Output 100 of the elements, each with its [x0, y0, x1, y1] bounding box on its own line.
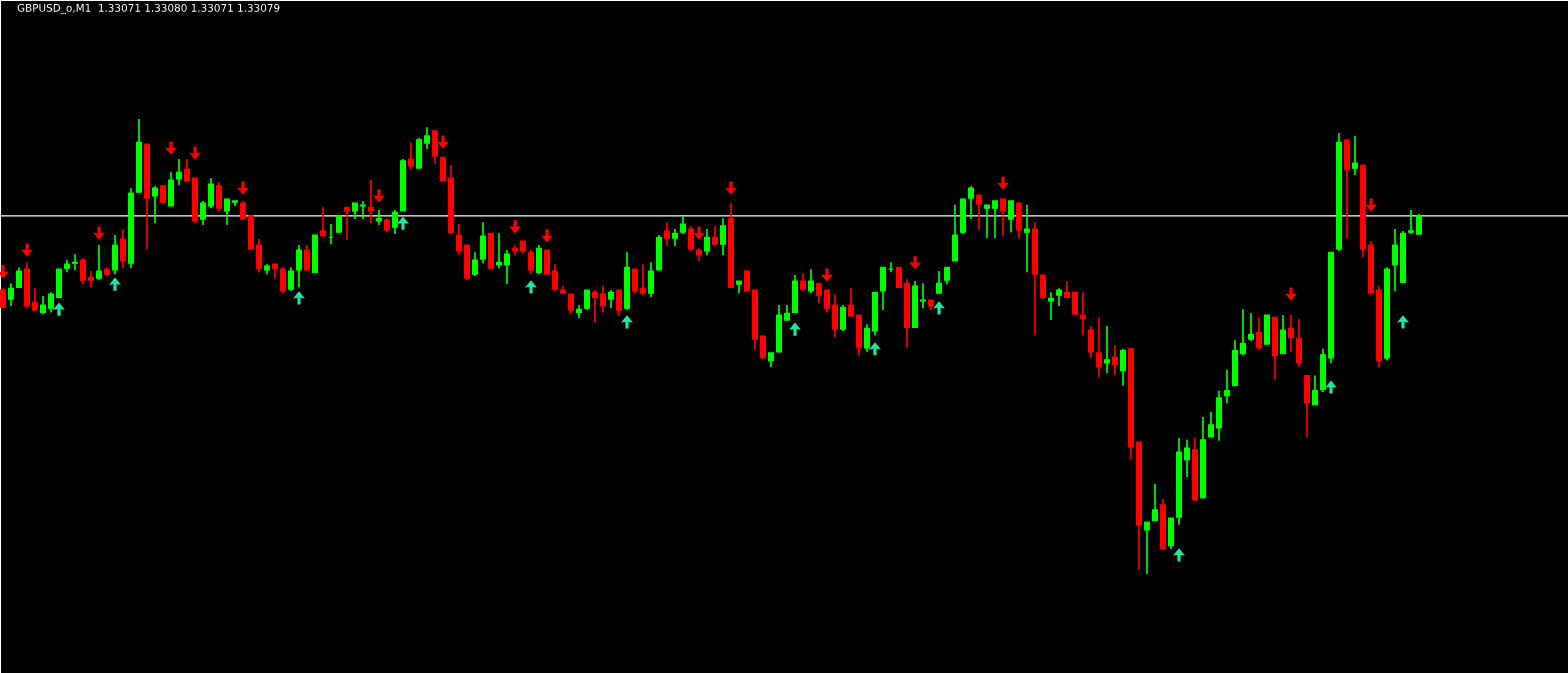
candlestick — [320, 206, 326, 237]
candlestick — [224, 198, 230, 226]
point — [1365, 198, 1377, 212]
candlestick — [80, 257, 86, 286]
candlestick — [552, 263, 558, 292]
candlestick — [1184, 438, 1190, 478]
point — [1397, 315, 1409, 329]
point — [869, 342, 881, 356]
point — [621, 315, 633, 329]
candlestick — [424, 126, 430, 150]
candlestick — [704, 228, 710, 256]
point — [1173, 548, 1185, 562]
candlestick — [408, 141, 414, 171]
candlestick — [216, 181, 222, 212]
candlestick — [584, 289, 590, 311]
candlestick — [1120, 347, 1126, 387]
candlestick — [392, 209, 398, 235]
candlestick — [1256, 316, 1262, 351]
candlestick — [824, 289, 830, 314]
candlestick — [1240, 308, 1246, 357]
candlestick — [208, 177, 214, 210]
candlestick — [1104, 325, 1110, 374]
candlestick — [920, 282, 926, 310]
candlestick — [1288, 314, 1294, 353]
candlestick — [32, 287, 38, 311]
candlestick — [160, 185, 166, 205]
candlestick — [296, 244, 302, 289]
candlestick — [760, 335, 766, 359]
candlestick — [504, 249, 510, 286]
candlestick — [808, 268, 814, 295]
candlestick — [456, 223, 462, 256]
candlestick — [344, 206, 350, 241]
candlestick — [1008, 200, 1014, 234]
chart-title: GBPUSD_o,M1 1.33071 1.33080 1.33071 1.33079 — [17, 3, 280, 15]
candlestick — [992, 200, 998, 240]
candlestick — [984, 204, 990, 240]
point — [397, 216, 409, 230]
candlestick — [1000, 198, 1006, 237]
candlestick — [528, 249, 534, 275]
candlestick — [680, 215, 686, 235]
point — [53, 302, 65, 316]
candlestick — [440, 156, 446, 182]
point — [189, 146, 201, 160]
point — [93, 226, 105, 240]
point — [821, 268, 833, 282]
point — [1325, 380, 1337, 394]
point — [437, 135, 449, 149]
candlestick — [480, 221, 486, 265]
candlestick — [848, 287, 854, 317]
candlestick — [16, 266, 22, 289]
candlestick — [240, 200, 246, 220]
candlestick — [592, 289, 598, 324]
candlestick — [496, 232, 502, 270]
candlestick — [1312, 374, 1318, 406]
candlestick — [616, 289, 622, 317]
point — [109, 277, 121, 291]
candlestick — [1040, 274, 1046, 301]
candlestick — [1408, 209, 1414, 235]
candlestick — [1248, 312, 1254, 342]
candlestick — [360, 200, 366, 220]
point — [789, 322, 801, 336]
point — [293, 291, 305, 305]
point — [725, 181, 737, 195]
candlestick — [72, 253, 78, 271]
candlestick — [256, 238, 262, 274]
candlestick — [664, 221, 670, 247]
candlestick — [1112, 344, 1118, 376]
candlestick — [1280, 314, 1286, 355]
candlestick — [40, 295, 46, 316]
candlestick — [1224, 368, 1230, 404]
candlestick — [976, 194, 982, 231]
candlestick — [1080, 291, 1086, 336]
candlestick — [1088, 325, 1094, 359]
candlestick — [648, 261, 654, 299]
candlestick — [176, 158, 182, 186]
candlestick — [640, 263, 646, 296]
candlestick — [1352, 135, 1358, 176]
candlestick — [608, 289, 614, 310]
point — [693, 226, 705, 240]
candlestick — [280, 266, 286, 295]
point — [21, 243, 33, 257]
candlestick — [304, 244, 310, 271]
candlestick — [936, 270, 942, 295]
candlestick — [120, 228, 126, 270]
candlestick — [968, 185, 974, 220]
candlestick — [880, 266, 886, 311]
candlestick — [288, 266, 294, 292]
candlestick — [1392, 228, 1398, 292]
point — [541, 229, 553, 243]
point — [997, 176, 1009, 190]
candlestick — [720, 217, 726, 256]
candlestick — [568, 293, 574, 316]
candlestick — [840, 304, 846, 332]
point — [509, 220, 521, 234]
candlestick — [712, 225, 718, 247]
candlestick — [8, 282, 14, 307]
point — [165, 141, 177, 155]
candlestick — [816, 282, 822, 305]
candlestick — [200, 200, 206, 226]
candlestick — [48, 291, 54, 314]
